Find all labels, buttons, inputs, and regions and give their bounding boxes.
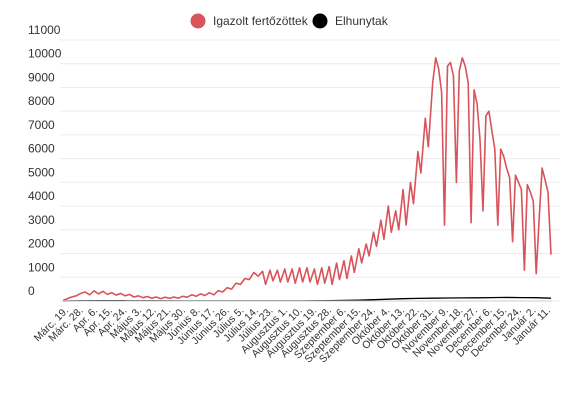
y-tick-label: 5000 bbox=[28, 165, 55, 179]
y-tick-label: 6000 bbox=[28, 142, 55, 156]
series-line-deaths bbox=[62, 296, 552, 302]
y-tick-label: 0 bbox=[28, 284, 35, 298]
y-tick-label: 11000 bbox=[28, 23, 61, 37]
legend-item-confirmed: Igazolt fertőzöttek bbox=[190, 13, 309, 29]
legend: Igazolt fertőzöttek Elhunytak bbox=[190, 13, 389, 29]
legend-label-confirmed: Igazolt fertőzöttek bbox=[213, 14, 309, 28]
y-tick-label: 8000 bbox=[28, 94, 55, 108]
y-tick-label: 9000 bbox=[28, 70, 55, 84]
y-tick-label: 3000 bbox=[28, 213, 55, 227]
x-axis-ticks: Márc. 19.Márc. 28.Apr. 6.Apr. 15.Apr. 24… bbox=[32, 305, 553, 366]
y-tick-label: 4000 bbox=[28, 189, 55, 203]
y-tick-label: 2000 bbox=[28, 237, 55, 251]
legend-item-deaths: Elhunytak bbox=[312, 13, 389, 29]
y-tick-label: 10000 bbox=[28, 47, 62, 61]
legend-swatch-confirmed bbox=[190, 13, 206, 29]
y-axis-ticks: 1100010000900080007000600050004000300020… bbox=[28, 23, 62, 298]
y-tick-label: 1000 bbox=[28, 260, 55, 274]
legend-label-deaths: Elhunytak bbox=[335, 14, 389, 28]
series-layer bbox=[62, 57, 552, 302]
series-line-confirmed bbox=[62, 57, 552, 302]
y-tick-label: 7000 bbox=[28, 118, 55, 132]
legend-swatch-deaths bbox=[312, 13, 328, 29]
